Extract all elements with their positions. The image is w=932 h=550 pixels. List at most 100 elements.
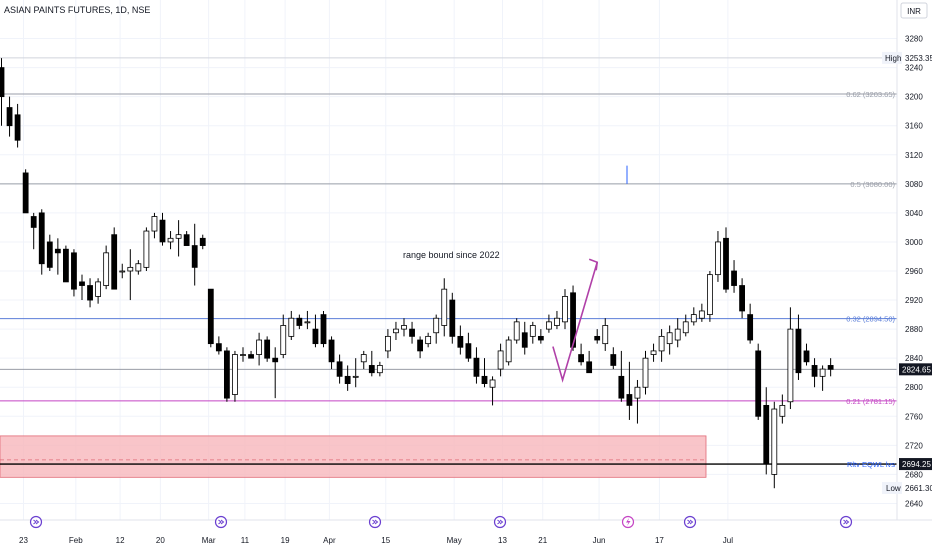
candle-body: [602, 325, 609, 345]
y-tick-label: 3240: [905, 64, 923, 73]
candle: [771, 401, 778, 489]
x-tick-label: 11: [241, 536, 250, 545]
candle-body: [642, 357, 649, 388]
event-marker-chevrons: [372, 519, 379, 525]
event-marker-icon[interactable]: [493, 515, 507, 529]
candle-body: [674, 328, 681, 341]
candle-body: [650, 350, 657, 355]
event-marker-icon[interactable]: [29, 515, 43, 529]
candle: [417, 336, 424, 359]
y-tick-label: 3080: [905, 180, 923, 189]
fib-level-label: 0.5 (3080.00): [850, 180, 895, 189]
candle-body: [159, 219, 166, 243]
candle-body: [143, 230, 150, 268]
candle: [570, 285, 576, 351]
candle: [368, 350, 375, 377]
time-axis[interactable]: 23 Feb 12 20 Mar 11 19 Apr 15 May 13 21 Jun 17 Jul: [0, 515, 932, 546]
candle-body: [787, 328, 794, 403]
candle-body: [690, 314, 697, 323]
candle: [344, 365, 351, 391]
event-marker-icon[interactable]: [214, 515, 228, 529]
candle: [586, 350, 593, 374]
y-tick-label: 3120: [905, 151, 923, 160]
candle-body: [127, 266, 134, 272]
y-tick-label: 3000: [905, 238, 923, 247]
x-tick-label: Jun: [593, 536, 606, 545]
candle: [288, 310, 295, 341]
candle-body: [594, 335, 601, 341]
candle: [827, 358, 834, 377]
candle-body: [634, 386, 641, 399]
candle: [71, 249, 77, 297]
dividend-marker-icon[interactable]: [621, 515, 635, 529]
dividend-marker-bolt: [626, 518, 631, 526]
candle: [465, 332, 472, 362]
candle-body: [54, 248, 61, 254]
candle: [715, 231, 721, 282]
y-tick-label: 2960: [905, 267, 923, 276]
candle-body: [199, 237, 206, 246]
event-marker-icon[interactable]: [839, 515, 853, 529]
candle-body: [191, 245, 198, 268]
candle-body: [731, 270, 737, 286]
candle: [497, 343, 504, 377]
candle-body: [570, 292, 576, 348]
candle: [803, 343, 810, 366]
candle: [449, 292, 456, 344]
candle-body: [554, 317, 560, 326]
y-tick-label: 3160: [905, 122, 923, 131]
y-tick-label: 2680: [905, 470, 923, 479]
event-marker-icon[interactable]: [683, 515, 697, 529]
candle-body: [747, 314, 754, 341]
candle-body: [771, 408, 778, 475]
candle: [626, 361, 633, 420]
candle: [256, 332, 263, 366]
candle: [457, 325, 464, 355]
candle-body: [344, 375, 351, 385]
candle: [46, 234, 53, 271]
low-value: 2661.30: [905, 484, 932, 493]
x-tick-label: 20: [156, 536, 165, 545]
x-tick-label: 19: [281, 536, 290, 545]
candle-body: [304, 321, 311, 324]
candle-body: [658, 335, 665, 352]
candle-body: [95, 281, 101, 297]
currency-button[interactable]: INR: [900, 2, 928, 19]
y-tick-label: 2720: [905, 441, 923, 450]
candle: [30, 212, 37, 250]
candle-body: [46, 241, 53, 268]
candle-body: [352, 375, 359, 378]
event-marker-icon[interactable]: [368, 515, 382, 529]
candle-body: [223, 350, 230, 399]
candle: [537, 329, 544, 344]
candle-body: [529, 325, 536, 337]
candle-body: [425, 335, 432, 345]
candle: [779, 394, 786, 424]
candle: [167, 231, 174, 250]
candle-body: [393, 328, 399, 334]
candle: [296, 314, 303, 330]
candle-body: [207, 288, 214, 345]
candle: [143, 227, 150, 271]
candle: [87, 278, 93, 308]
candle: [554, 310, 560, 330]
candle-body: [465, 343, 472, 359]
price-axis[interactable]: 3280 3240 3200 3160 3120 3080 3040 3000 2960 2920…: [882, 0, 932, 520]
range-annotation: range bound since 2022: [403, 250, 500, 260]
candle-body: [401, 325, 407, 330]
candle: [0, 58, 5, 126]
candle: [38, 209, 45, 275]
candle-body: [280, 325, 287, 355]
candle: [215, 336, 222, 355]
candle-body: [682, 321, 689, 334]
candle-body: [71, 252, 77, 290]
candle: [22, 169, 29, 214]
candle-body: [811, 365, 818, 377]
candle-body: [562, 296, 568, 323]
candle: [223, 347, 230, 402]
candle-body: [409, 328, 415, 337]
candle: [610, 347, 617, 370]
candle-body: [248, 354, 254, 359]
candle-body: [489, 379, 496, 388]
